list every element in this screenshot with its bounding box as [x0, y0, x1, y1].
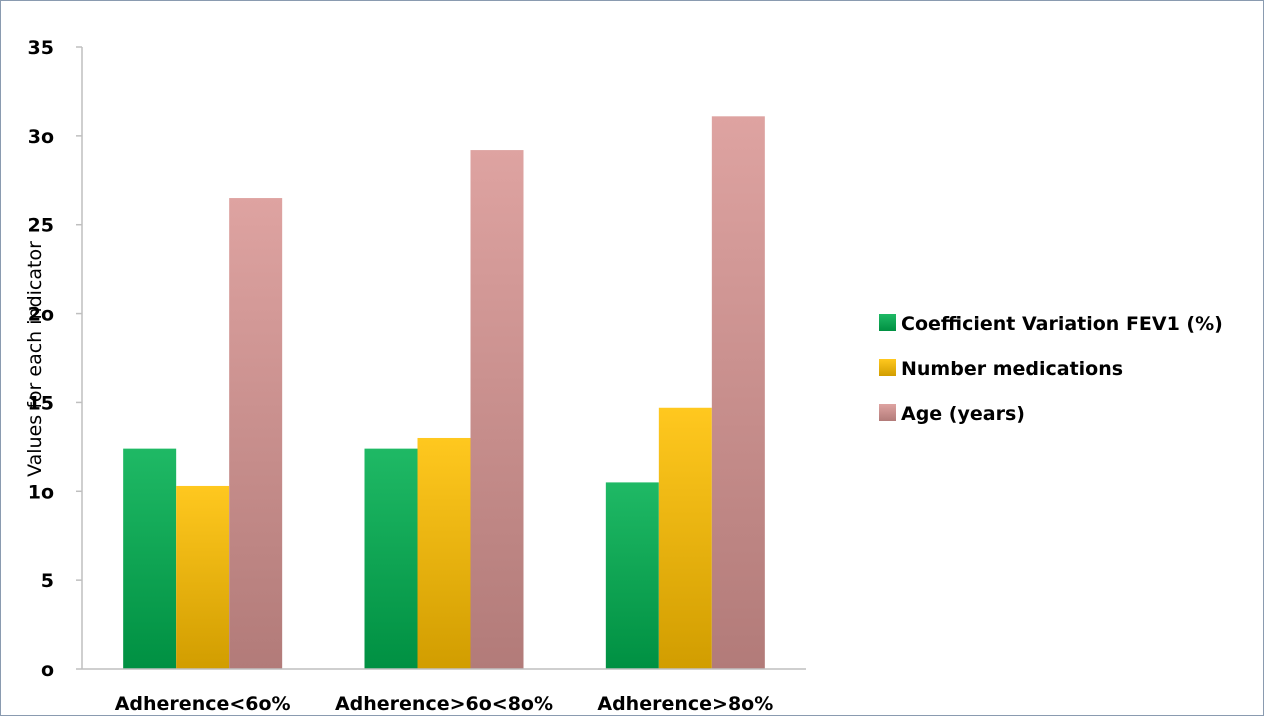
- bar-2-2: [711, 116, 765, 669]
- y-tick-label: 3o: [28, 126, 54, 148]
- bar-1-2: [658, 407, 712, 669]
- bar-1-0: [176, 485, 230, 669]
- y-axis-title: Values for each indicator: [24, 241, 46, 477]
- y-tick-label: 2o: [28, 304, 54, 326]
- x-category-label: Adherence>6o<8o%: [335, 693, 553, 715]
- bar-2-1: [470, 150, 524, 669]
- legend-label: Age (years): [901, 403, 1025, 425]
- bar-1-1: [417, 437, 471, 669]
- x-category-label: Adherence>8o%: [597, 693, 773, 715]
- legend-swatch: [879, 314, 896, 331]
- bar-0-0: [123, 448, 177, 669]
- y-tick-label: 15: [28, 392, 54, 414]
- y-tick-label: 1o: [28, 481, 54, 503]
- y-axis-ticks: o 5 1o 15 2o 25 3o 35: [28, 37, 82, 681]
- legend-label: Number medications: [901, 358, 1123, 380]
- bar-2-0: [229, 198, 283, 670]
- y-tick-label: o: [41, 659, 54, 681]
- x-category-label: Adherence<6o%: [115, 693, 291, 715]
- y-tick-label: 25: [28, 215, 54, 237]
- legend-swatch: [879, 404, 896, 421]
- legend-swatch: [879, 359, 896, 376]
- y-tick-label: 5: [41, 570, 54, 592]
- y-tick-label: 35: [28, 37, 54, 59]
- legend-label: Coefficient Variation FEV1 (%): [901, 313, 1223, 335]
- x-axis-category-labels: Adherence<6o% Adherence>6o<8o% Adherence>8…: [115, 693, 774, 715]
- legend: Coefficient Variation FEV1 (%) Number med…: [879, 313, 1223, 425]
- bar-0-2: [605, 482, 659, 669]
- bars: [123, 116, 765, 670]
- bar-0-1: [364, 448, 418, 669]
